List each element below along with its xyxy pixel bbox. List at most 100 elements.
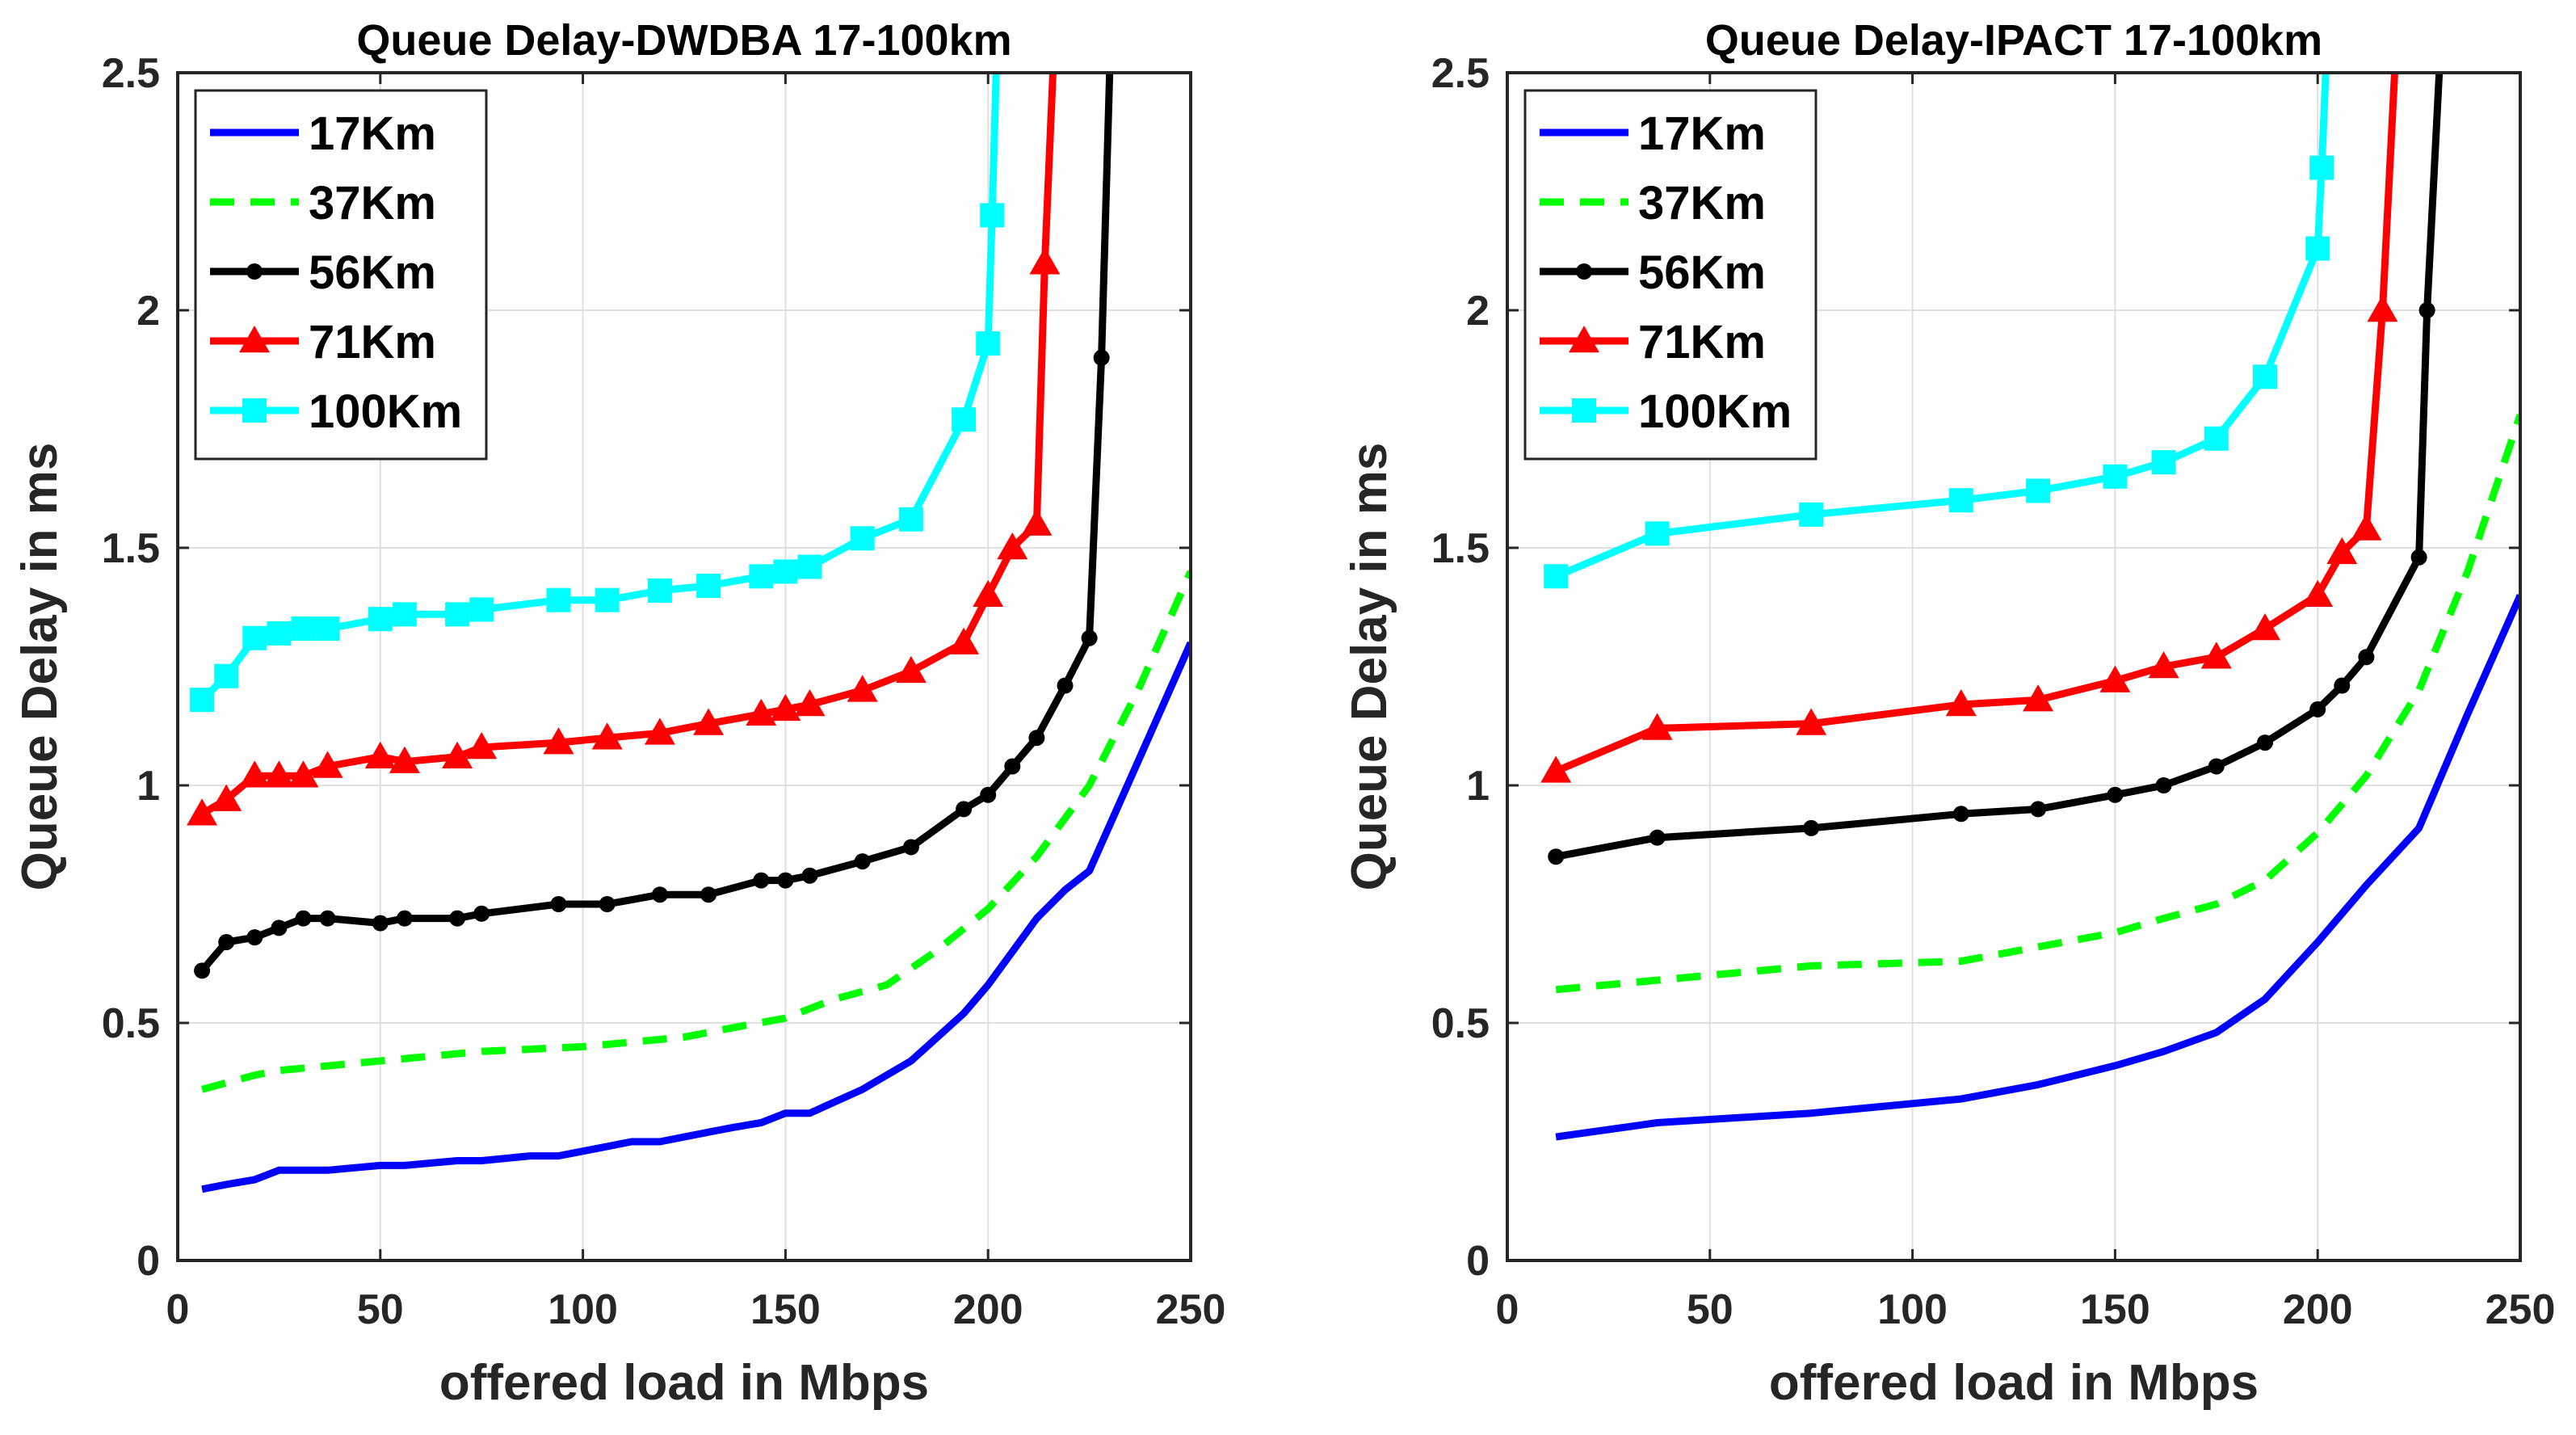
dwdba-y-axis-label: Queue Delay in ms bbox=[12, 443, 68, 891]
dwdba-y-tick-label: 0 bbox=[137, 1238, 160, 1285]
dwdba-point-56km bbox=[194, 962, 211, 979]
dwdba-point-71km bbox=[948, 627, 980, 654]
dwdba-point-71km bbox=[1029, 247, 1061, 275]
ipact-point-71km bbox=[2023, 684, 2054, 712]
ipact-legend-label: 71Km bbox=[1638, 316, 1766, 368]
dwdba-point-56km bbox=[295, 910, 312, 927]
dwdba-legend-label: 17Km bbox=[309, 107, 436, 160]
dwdba-point-56km bbox=[902, 839, 919, 856]
dwdba-legend-marker-100km bbox=[242, 398, 267, 423]
dwdba-y-tick-label: 2.5 bbox=[102, 50, 160, 97]
ipact-x-tick-label: 100 bbox=[1877, 1286, 1948, 1333]
dwdba-point-100km bbox=[242, 625, 267, 650]
ipact-point-100km bbox=[1645, 521, 1670, 546]
dwdba-point-71km bbox=[466, 731, 498, 760]
dwdba-point-56km bbox=[319, 910, 336, 927]
dwdba-point-71km bbox=[794, 689, 826, 717]
ipact-x-tick-label: 250 bbox=[2486, 1286, 2556, 1333]
dwdba-point-71km bbox=[847, 675, 878, 702]
dwdba-point-56km bbox=[651, 886, 668, 903]
dwdba-point-100km bbox=[952, 407, 977, 432]
ipact-y-axis-label: Queue Delay in ms bbox=[1342, 443, 1397, 891]
dwdba-point-56km bbox=[396, 910, 413, 927]
ipact-legend-label: 37Km bbox=[1638, 177, 1766, 229]
dwdba-point-56km bbox=[473, 905, 490, 922]
ipact-y-tick-label: 0 bbox=[1466, 1238, 1490, 1285]
dwdba-point-100km bbox=[980, 203, 1005, 228]
dwdba-point-56km bbox=[1004, 758, 1021, 775]
ipact-point-71km bbox=[2351, 513, 2382, 541]
ipact-series-line-17km bbox=[1555, 593, 2520, 1141]
dwdba-point-100km bbox=[647, 578, 672, 603]
dwdba-point-56km bbox=[449, 910, 466, 927]
ipact-point-100km bbox=[2252, 364, 2277, 389]
ipact-point-71km bbox=[2148, 651, 2179, 679]
dwdba-point-56km bbox=[1081, 629, 1098, 646]
dwdba-point-71km bbox=[288, 760, 319, 788]
ipact-point-56km bbox=[2418, 302, 2435, 318]
ipact-point-100km bbox=[2026, 478, 2051, 503]
dwdba-point-56km bbox=[956, 801, 973, 818]
dwdba-point-100km bbox=[267, 621, 292, 646]
dwdba-point-56km bbox=[218, 934, 235, 951]
ipact-series-line-37km bbox=[1555, 413, 2520, 994]
ipact-point-56km bbox=[2256, 734, 2273, 751]
ipact-point-56km bbox=[1649, 829, 1666, 846]
ipact-legend-label: 56Km bbox=[1638, 246, 1766, 299]
dwdba-point-71km bbox=[973, 579, 1004, 608]
dwdba-y-tick-label: 0.5 bbox=[102, 1000, 160, 1047]
dwdba-x-tick-label: 100 bbox=[548, 1286, 618, 1333]
dwdba-point-56km bbox=[550, 896, 567, 912]
dwdba-point-100km bbox=[214, 663, 239, 688]
dwdba-point-56km bbox=[1028, 730, 1045, 747]
ipact-y-tick-label: 1.5 bbox=[1431, 525, 1490, 572]
dwdba-point-100km bbox=[190, 688, 215, 713]
ipact-point-56km bbox=[2155, 777, 2172, 793]
dwdba-point-71km bbox=[312, 751, 343, 778]
dwdba-point-56km bbox=[271, 919, 288, 936]
dwdba-legend-marker-56km bbox=[246, 263, 263, 280]
dwdba-x-tick-label: 50 bbox=[357, 1286, 404, 1333]
dwdba-point-56km bbox=[980, 786, 997, 803]
ipact-point-56km bbox=[2309, 701, 2326, 718]
dwdba-chart: 0 50 100 150 200 250 0 0.5 1 1.5 2 2.5 17Km 37Km 56Km 7… bbox=[12, 16, 1225, 1411]
dwdba-point-71km bbox=[239, 760, 271, 788]
ipact-chart: 0 50 100 150 200 250 0 0.5 1 1.5 2 2.5 17Km 37Km 56Km 7… bbox=[1342, 16, 2555, 1411]
ipact-x-tick-label: 50 bbox=[1687, 1286, 1733, 1333]
dwdba-point-100km bbox=[898, 507, 923, 532]
ipact-y-tick-label: 2.5 bbox=[1431, 50, 1490, 97]
ipact-point-71km bbox=[2249, 612, 2280, 641]
ipact-point-71km bbox=[2326, 537, 2358, 565]
ipact-x-tick-label: 0 bbox=[1496, 1286, 1519, 1333]
dwdba-point-71km bbox=[187, 798, 218, 826]
dwdba-point-100km bbox=[546, 587, 571, 612]
dwdba-x-tick-label: 250 bbox=[1156, 1286, 1226, 1333]
dwdba-point-71km bbox=[1021, 508, 1053, 536]
dwdba-point-71km bbox=[389, 746, 420, 773]
dwdba-x-axis-label: offered load in Mbps bbox=[439, 1355, 929, 1411]
ipact-point-71km bbox=[1641, 713, 1673, 740]
ipact-point-100km bbox=[2305, 236, 2330, 261]
dwdba-point-100km bbox=[696, 574, 721, 599]
dwdba-y-tick-label: 1 bbox=[137, 763, 160, 810]
dwdba-point-71km bbox=[543, 727, 574, 755]
ipact-point-71km bbox=[1540, 755, 1572, 783]
dwdba-x-tick-label: 0 bbox=[166, 1286, 190, 1333]
dwdba-point-56km bbox=[854, 853, 871, 870]
ipact-x-tick-label: 200 bbox=[2283, 1286, 2353, 1333]
ipact-point-100km bbox=[2151, 450, 2176, 475]
dwdba-point-56km bbox=[777, 872, 794, 889]
ipact-point-71km bbox=[2367, 295, 2398, 322]
ipact-legend: 17Km 37Km 56Km 71Km 100Km bbox=[1523, 89, 1817, 461]
dwdba-legend-label: 71Km bbox=[309, 316, 436, 368]
ipact-point-71km bbox=[2302, 579, 2334, 608]
ipact-point-71km bbox=[2200, 642, 2232, 669]
ipact-x-tick-label: 150 bbox=[2080, 1286, 2150, 1333]
ipact-point-71km bbox=[1945, 689, 1977, 717]
dwdba-legend-label: 56Km bbox=[309, 246, 436, 299]
dwdba-point-56km bbox=[700, 886, 717, 903]
dwdba-legend: 17Km 37Km 56Km 71Km 100Km bbox=[194, 89, 488, 461]
ipact-plot-frame bbox=[1506, 71, 2522, 1262]
ipact-point-100km bbox=[2103, 464, 2128, 489]
